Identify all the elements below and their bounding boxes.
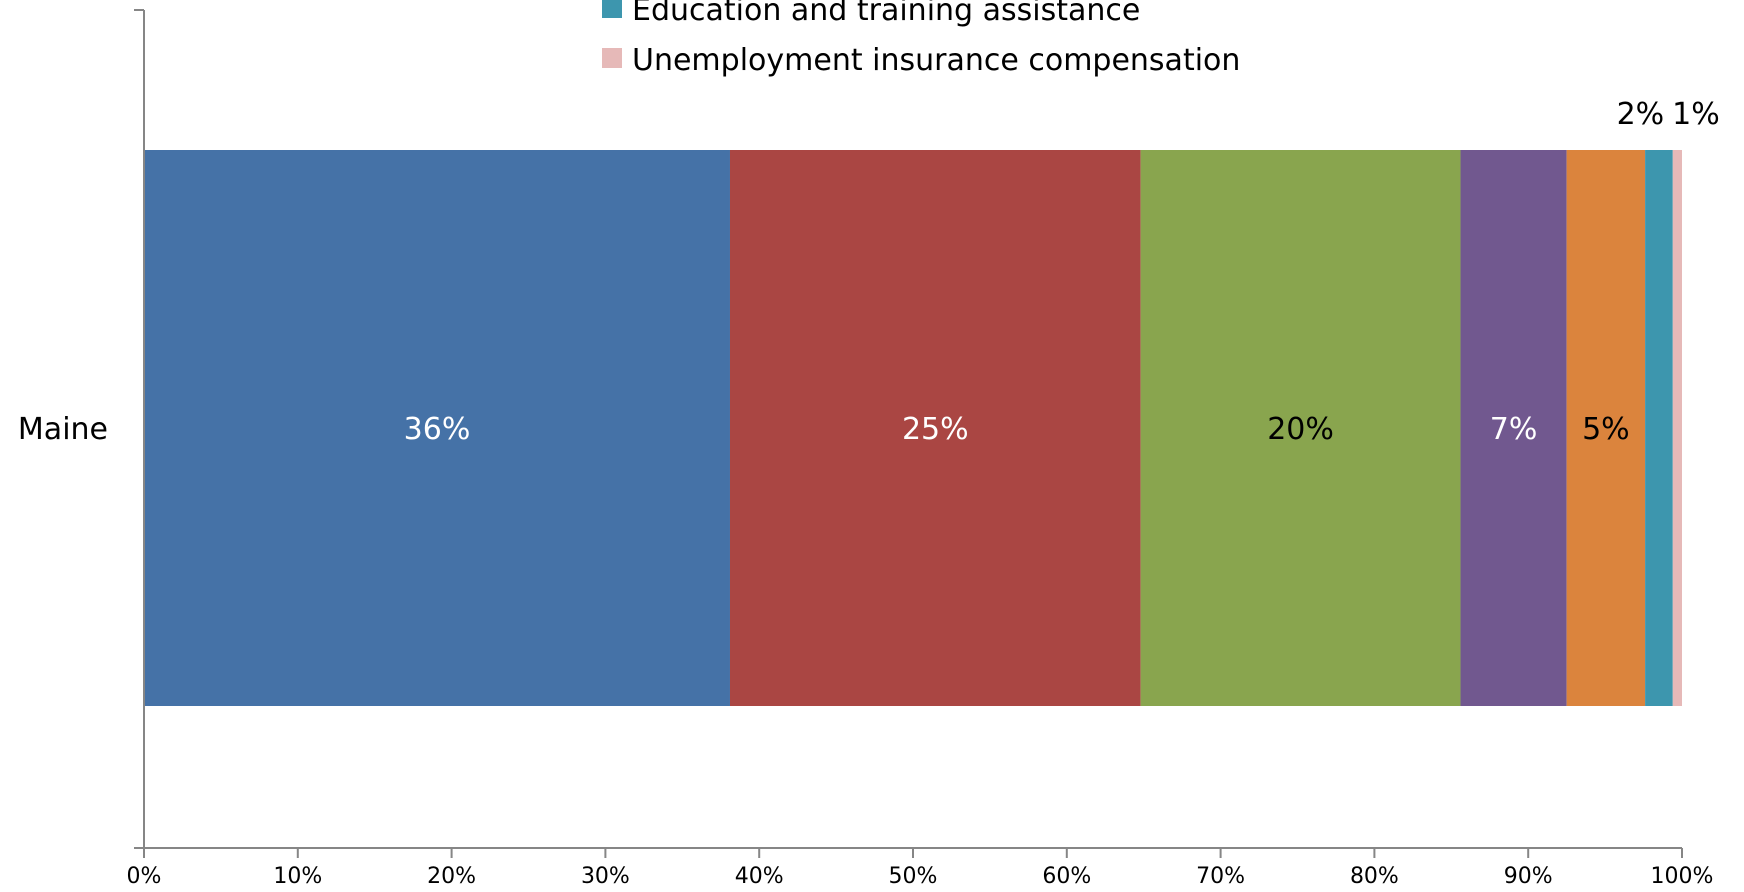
legend-entry-label: Education and training assistance (632, 0, 1140, 28)
bar-segment-2 (729, 150, 1141, 706)
category-label: Maine (18, 412, 108, 447)
data-label-1: 36% (404, 412, 471, 447)
bar-segment-3 (1140, 150, 1461, 706)
bar-segment-1 (144, 150, 730, 706)
x-tick-label: 10% (273, 864, 322, 889)
bar-segment-4 (1460, 150, 1567, 706)
data-label-3: 20% (1267, 412, 1334, 447)
bar-segment-6 (1645, 150, 1673, 706)
bar-segment-7 (1672, 150, 1682, 706)
data-label-6: 2% (1617, 97, 1665, 132)
bar-segment-5 (1566, 150, 1646, 706)
data-labels: 36% 25% 20% 7% 5% 2% 1% (404, 97, 1720, 447)
legend-swatch (602, 0, 622, 18)
category-labels: Maine (18, 412, 108, 447)
x-tick-label: 90% (1504, 864, 1553, 889)
legend-entry-label: Unemployment insurance compensation (632, 43, 1240, 78)
x-tick-label: 60% (1042, 864, 1091, 889)
data-label-5: 5% (1582, 412, 1630, 447)
x-tick-label: 100% (1651, 864, 1714, 889)
data-label-7: 1% (1672, 97, 1720, 132)
x-tick-label: 80% (1350, 864, 1399, 889)
data-label-2: 25% (902, 412, 969, 447)
x-tick-label: 70% (1196, 864, 1245, 889)
x-tick-label: 40% (735, 864, 784, 889)
bar-stack (144, 150, 1682, 706)
data-label-4: 7% (1490, 412, 1538, 447)
x-axis-ticks: 0% 10% 20% 30% 40% 50% 60% 70% 80% 90% 100% (127, 848, 1714, 889)
x-tick-label: 0% (127, 864, 162, 889)
legend: Education and training assistance Unemplo… (602, 0, 1240, 78)
legend-swatch (602, 48, 622, 68)
x-tick-label: 20% (427, 864, 476, 889)
x-tick-label: 50% (889, 864, 938, 889)
x-tick-label: 30% (581, 864, 630, 889)
